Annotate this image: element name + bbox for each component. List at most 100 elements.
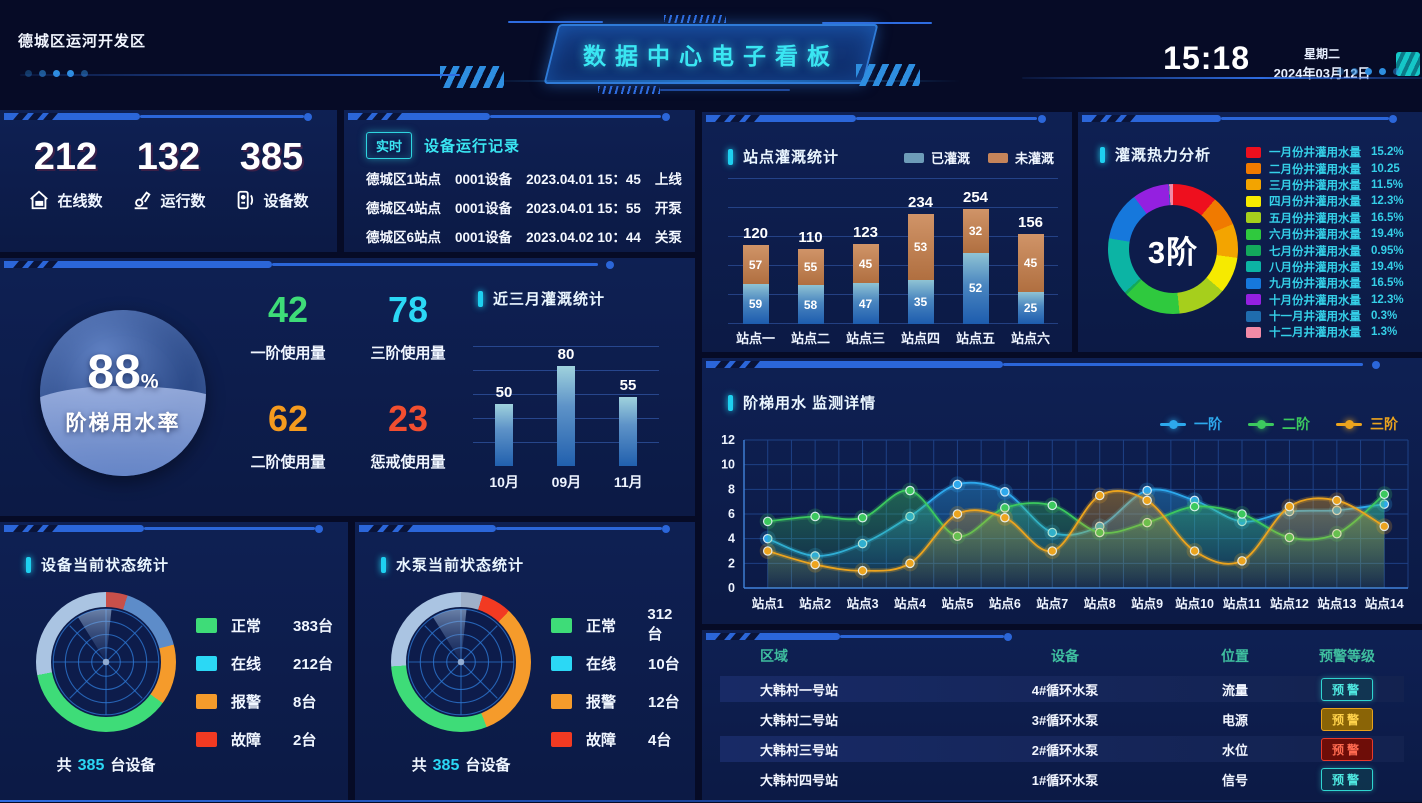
log-time: 2023.04.01 15：45 [526,172,641,187]
heat-legend-item[interactable]: 三月份井灌用水量 11.5% [1246,177,1416,193]
log-device: 0001设备 [455,172,513,187]
cell-device: 4#循环水泵 [1031,682,1099,698]
table-row[interactable]: 大韩村二号站 3#循环水泵 电源 预警 [720,706,1404,732]
heat-legend-item[interactable]: 六月份井灌用水量 19.4% [1246,226,1416,242]
legend-label: 故障 [586,731,617,749]
stacked-bar-rect: 32 52 [962,209,989,324]
legend-label: 三阶 [1370,416,1398,432]
panel-top-decoration [706,361,1412,370]
hatch-decoration [440,66,504,88]
header-line [508,21,603,23]
legend-swatch [551,693,572,709]
legend-value: 16.5% [1371,277,1404,290]
stacked-bar: 156 45 25 [1009,214,1053,324]
legend-count: 4台 [648,731,672,749]
table-row[interactable]: 大韩村一号站 4#循环水泵 流量 预警 [720,676,1404,702]
alert-badge[interactable]: 预警 [1321,737,1373,761]
legend-swatch [551,617,572,633]
legend-label: 十月份井灌用水量 [1269,294,1361,307]
heat-legend-item[interactable]: 五月份井灌用水量 16.5% [1246,210,1416,226]
heat-legend-item[interactable]: 十二月井灌用水量 1.3% [1246,324,1416,340]
legend-item-未灌溉[interactable]: 未灌溉 [987,148,1054,167]
water-rate-unit: % [140,371,159,393]
stacked-bar-total: 234 [907,193,934,211]
log-station: 德城区4站点 [366,201,442,216]
clock-weekday: 星期二 [1303,47,1340,61]
alert-badge[interactable]: 预警 [1321,707,1373,731]
panel-device-log: 实时 设备运行记录 德城区1站点 0001设备 2023.04.01 15：45 上线… [344,110,695,252]
hatch-decoration [856,64,920,86]
legend-value: 11.5% [1371,178,1403,191]
pump-total: 共 385 台设备 [411,757,511,774]
house-icon [30,190,49,210]
segment-covered: 25 [1017,291,1044,324]
cell-level: 预警 [1290,677,1404,701]
legend-label: 二月份井灌用水量 [1269,163,1361,176]
svg-text:站点10: 站点10 [1175,596,1214,611]
status-legend-item[interactable]: 在线 212台 [196,644,340,682]
line-legend-三阶[interactable]: 三阶 [1336,414,1398,434]
status-legend-item[interactable]: 故障 4台 [551,720,687,758]
legend-label: 五月份井灌用水量 [1269,212,1361,225]
cell-level: 预警 [1290,767,1404,791]
heat-legend-item[interactable]: 二月份井灌用水量 10.25 [1246,160,1416,176]
status-legend-item[interactable]: 正常 383台 [196,606,340,644]
line-legend-二阶[interactable]: 二阶 [1248,414,1310,434]
heat-legend-item[interactable]: 四月份井灌用水量 12.3% [1246,193,1416,209]
legend-swatch [987,152,1008,163]
svg-text:站点9: 站点9 [1131,596,1163,611]
column-header-level: 预警等级 [1319,648,1375,664]
legend-label: 八月份井灌用水量 [1269,261,1361,274]
pump-status-title: 水泵当前状态统计 [381,554,524,575]
legend-label: 十一月井灌用水量 [1269,311,1361,324]
column-header-device: 设备 [1051,648,1079,664]
status-legend-item[interactable]: 在线 10台 [551,644,687,682]
cell-area: 大韩村三号站 [760,742,839,758]
cell-area: 大韩村四号站 [760,772,839,788]
stacked-bar-category: 站点三 [845,331,885,346]
cell-area: 大韩村一号站 [760,682,839,698]
legend-swatch [551,731,572,747]
alert-badge[interactable]: 预警 [1321,677,1373,701]
heat-legend-item[interactable]: 八月份井灌用水量 19.4% [1246,259,1416,275]
cell-position: 信号 [1221,772,1248,788]
page-title: 数据中心电子看板 [583,43,839,69]
svg-text:4: 4 [728,532,735,546]
heat-legend-item[interactable]: 十一月井灌用水量 0.3% [1246,308,1416,324]
heat-legend-item[interactable]: 一月份井灌用水量 15.2% [1246,144,1416,160]
heat-donut-center-label: 3阶 [1147,234,1199,270]
stacked-bar-category: 站点六 [1010,331,1050,346]
cell-device: 2#循环水泵 [1031,742,1099,758]
legend-dot [1257,419,1266,429]
stacked-bar-total: 120 [742,225,769,243]
segment-covered: 47 [852,283,879,324]
heat-legend-item[interactable]: 七月份井灌用水量 0.95% [1246,242,1416,258]
status-legend-item[interactable]: 报警 8台 [196,682,340,720]
heat-legend-item[interactable]: 十月份井灌用水量 12.3% [1246,292,1416,308]
machine-icon [135,191,152,210]
table-row[interactable]: 大韩村三号站 2#循环水泵 水位 预警 [720,736,1404,762]
status-legend-item[interactable]: 故障 2台 [196,720,340,758]
stacked-bar-rect: 57 59 [742,245,769,324]
stacked-bar-category: 站点四 [900,331,940,346]
station-irrigation-title: 站点灌溉统计 [728,146,839,167]
svg-text:站点12: 站点12 [1270,596,1309,611]
stat-online: 212 在线数 [28,136,103,211]
legend-swatch [196,655,217,671]
table-row[interactable]: 大韩村四号站 1#循环水泵 信号 预警 [720,766,1404,792]
legend-count: 2台 [293,731,317,749]
line-legend-一阶[interactable]: 一阶 [1160,414,1222,434]
alert-badge[interactable]: 预警 [1321,767,1373,791]
legend-label: 九月份井灌用水量 [1269,278,1361,291]
svg-text:站点4: 站点4 [894,596,926,611]
stat-running-value: 132 [136,136,201,178]
status-legend-item[interactable]: 报警 12台 [551,682,687,720]
svg-text:6: 6 [728,507,735,521]
log-action: 上线 [654,172,682,187]
status-legend-item[interactable]: 正常 312台 [551,606,687,644]
banner-frame: 数据中心电子看板 [543,24,879,84]
heat-legend-item[interactable]: 九月份井灌用水量 16.5% [1246,275,1416,291]
legend-swatch [1246,277,1261,289]
legend-item-已灌溉[interactable]: 已灌溉 [903,148,970,167]
